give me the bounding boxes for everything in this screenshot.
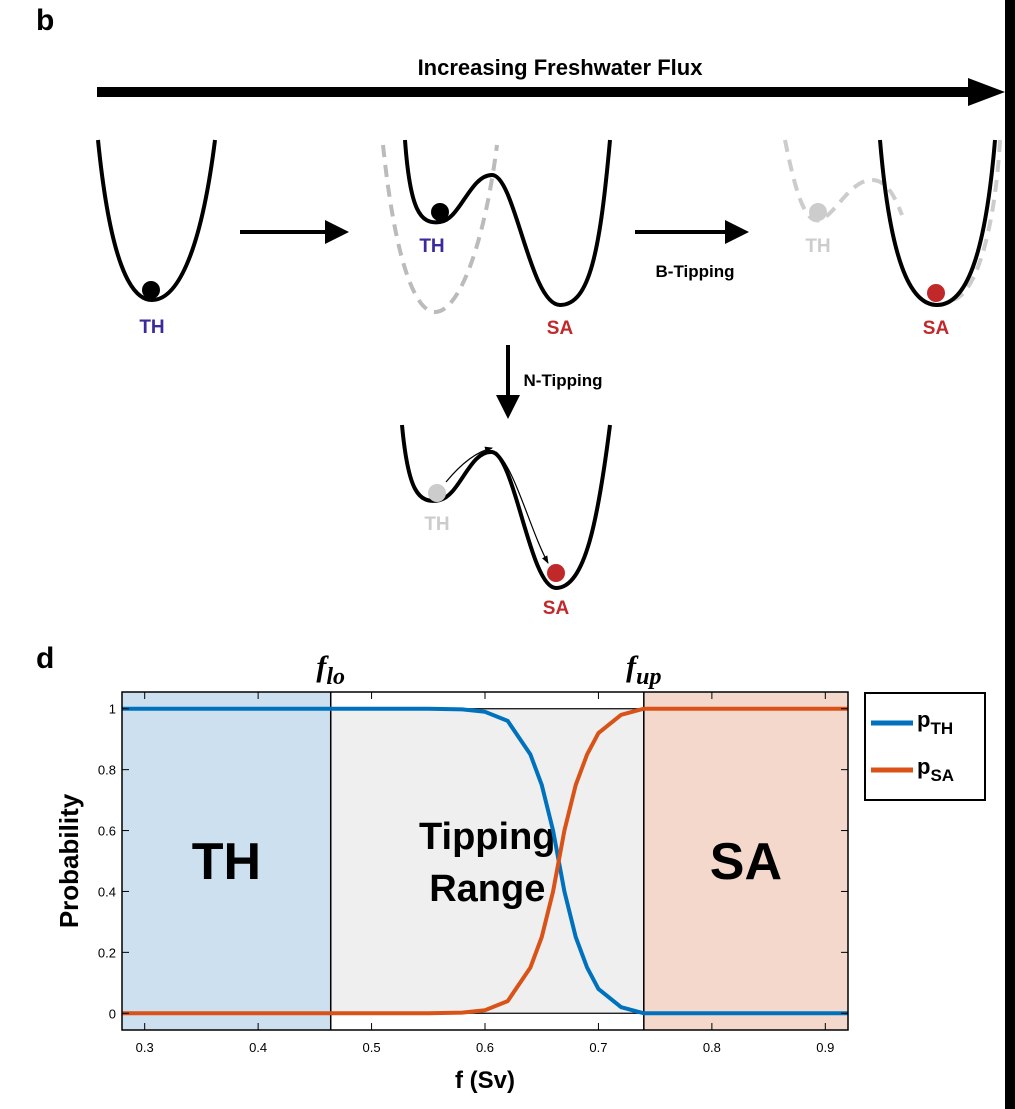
threshold-label: fup [626,650,661,690]
threshold-symbol: f [316,650,329,683]
y-tick-label: 0.8 [98,763,116,778]
legend-name: p [917,754,930,779]
panel-label: d [36,642,54,675]
well [400,424,612,591]
y-tick-label: 0.6 [98,824,116,839]
state-label: SA [923,318,950,339]
state-label: TH [424,514,449,535]
x-tick-label: 0.6 [476,1040,494,1055]
state-label: TH [805,236,830,257]
threshold-sub: up [636,664,661,690]
threshold-sub: lo [326,664,345,690]
x-tick-label: 0.3 [136,1040,154,1055]
arrow-label: B-Tipping [656,262,735,281]
panel-label: b [36,4,54,37]
x-tick-label: 0.7 [589,1040,607,1055]
well [878,139,997,308]
legend-sub: TH [930,719,953,738]
flux-arrowhead [968,78,1005,106]
x-tick-label: 0.8 [703,1040,721,1055]
ball [809,203,827,221]
state-label: SA [543,598,570,619]
old-well [381,144,499,315]
y-tick-label: 0 [109,1006,116,1021]
ball [428,484,446,502]
y-tick-label: 1 [109,702,116,717]
region [643,692,848,1030]
threshold-label: flo [316,650,345,690]
panel-title: Increasing Freshwater Flux [418,55,704,80]
series-line [122,706,848,1016]
ball [927,284,945,302]
region [330,708,645,1014]
region-label: TH [192,833,261,891]
y-axis-label: Probability [54,793,84,928]
x-axis-label: f (Sv) [455,1067,515,1094]
y-tick-label: 0.4 [98,884,116,899]
ball [142,281,160,299]
legend-label: pTH [917,707,953,738]
region-label: SA [710,833,782,891]
x-tick-label: 0.5 [363,1040,381,1055]
legend-name: p [917,707,930,732]
ball [431,203,449,221]
arrow-label: N-Tipping [524,371,603,390]
region-label: Range [429,868,545,910]
x-tick-label: 0.4 [249,1040,267,1055]
well [96,139,217,303]
legend-box [864,692,986,801]
threshold-symbol: f [626,650,639,683]
y-tick-label: 0.2 [98,945,116,960]
well [403,139,612,308]
region-label: Tipping [419,816,556,858]
legend-sub: SA [930,766,954,785]
series-line [122,706,848,1016]
state-label: TH [419,236,444,257]
state-label: SA [547,318,574,339]
region [122,692,331,1030]
frame [1005,0,1015,1109]
path-arrow [445,446,493,483]
state-label: TH [139,317,164,338]
ball [547,564,565,582]
x-tick-label: 0.9 [816,1040,834,1055]
path-arrow [495,451,549,564]
legend-label: pSA [917,754,954,785]
old-well [949,139,1002,302]
